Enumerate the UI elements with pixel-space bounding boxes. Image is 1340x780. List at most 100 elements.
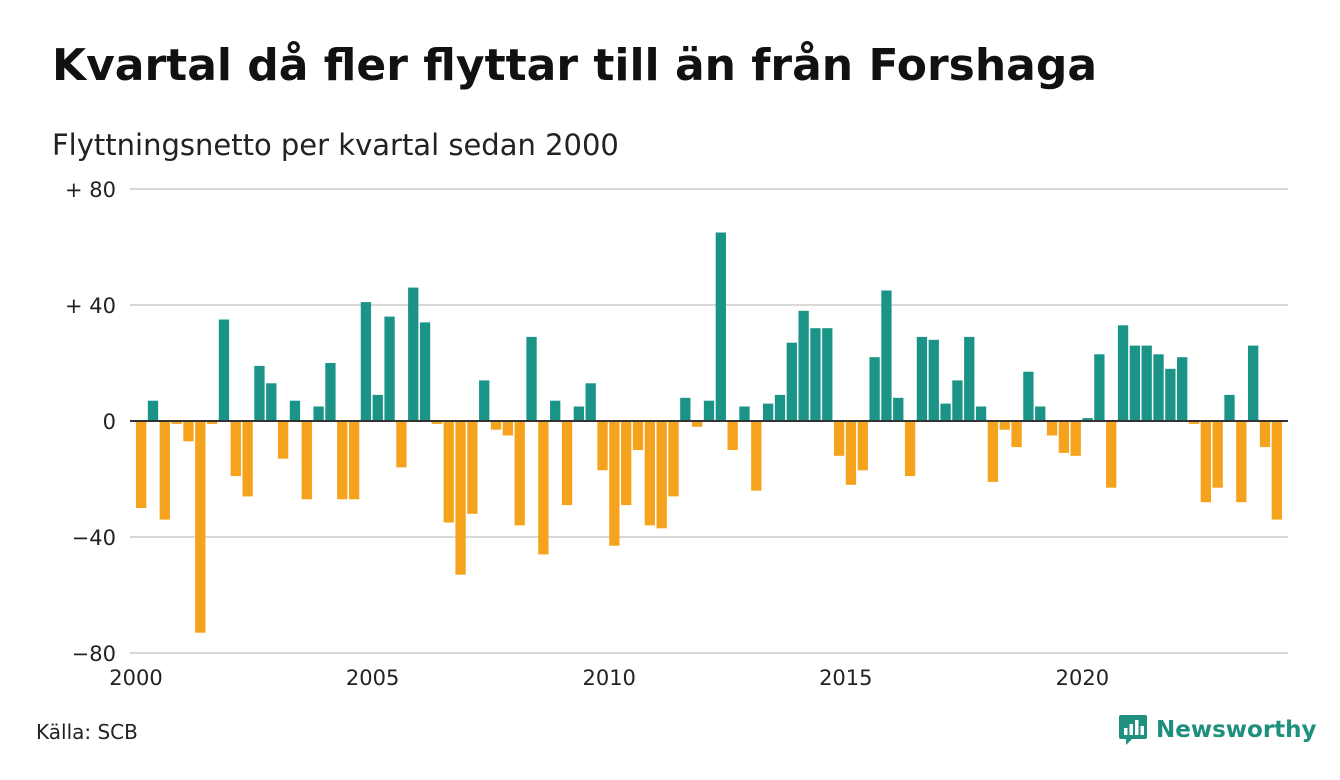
- bar: [490, 421, 502, 430]
- bar: [538, 421, 549, 555]
- bar: [1129, 345, 1141, 421]
- bar: [869, 357, 880, 421]
- bar: [337, 421, 348, 500]
- y-tick-label: −40: [72, 526, 116, 550]
- y-axis-labels: + 80 + 40 0 −40 −80: [65, 178, 116, 666]
- bar: [727, 421, 738, 450]
- bar: [632, 421, 644, 450]
- bar: [171, 421, 182, 424]
- x-tick-label: 2015: [819, 666, 872, 690]
- bar: [1141, 345, 1152, 421]
- bar: [703, 400, 715, 421]
- bar: [621, 421, 632, 506]
- bar: [1058, 421, 1070, 453]
- source-note: Källa: SCB: [36, 720, 138, 744]
- bar: [987, 421, 999, 482]
- bar: [798, 310, 809, 421]
- brand-logo[interactable]: Newsworthy: [1118, 714, 1317, 746]
- bar: [159, 421, 170, 520]
- bar: [467, 421, 478, 514]
- gridlines: [130, 188, 1288, 654]
- bar: [940, 403, 951, 421]
- bar: [526, 336, 537, 421]
- chart-title: Kvartal då fler flyttar till än från For…: [52, 40, 1098, 91]
- bar: [325, 363, 336, 421]
- bar: [195, 421, 206, 633]
- bar: [313, 406, 324, 421]
- newsworthy-logo-icon: [1119, 715, 1147, 745]
- bar: [762, 403, 774, 421]
- bar: [266, 383, 277, 421]
- bar: [952, 380, 963, 421]
- bar: [550, 400, 561, 421]
- bar: [1271, 421, 1282, 520]
- bar: [1023, 371, 1034, 421]
- bar: [1070, 421, 1081, 456]
- bar: [372, 394, 383, 421]
- bar: [668, 421, 679, 497]
- x-tick-label: 2005: [346, 666, 399, 690]
- bar: [656, 421, 667, 529]
- bar: [1153, 354, 1164, 421]
- bar: [833, 421, 845, 456]
- bar: [857, 421, 868, 471]
- bar: [1248, 345, 1259, 421]
- bar: [348, 421, 360, 500]
- bar: [1200, 421, 1211, 503]
- bar: [881, 290, 892, 421]
- bar: [1177, 357, 1188, 421]
- bar: [822, 328, 833, 421]
- bar: [845, 421, 857, 485]
- bar: [893, 397, 904, 421]
- y-tick-label: + 80: [65, 178, 116, 202]
- chart-subtitle: Flyttningsnetto per kvartal sedan 2000: [52, 128, 619, 162]
- bar: [928, 339, 939, 421]
- bar: [443, 421, 454, 523]
- bar: [301, 421, 312, 500]
- bar: [1236, 421, 1247, 503]
- bar: [1212, 421, 1223, 488]
- bar: [609, 421, 620, 546]
- bars: [136, 232, 1282, 633]
- bar: [916, 336, 928, 421]
- bar: [999, 421, 1010, 430]
- bar: [1011, 421, 1022, 448]
- bar: [1224, 394, 1235, 421]
- bar: [964, 336, 975, 421]
- bar: [1106, 421, 1117, 488]
- bar: [1094, 354, 1105, 421]
- bar: [597, 421, 608, 471]
- bar: [573, 406, 585, 421]
- bar: [1165, 368, 1176, 421]
- bar: [242, 421, 253, 497]
- bar: [1035, 406, 1046, 421]
- bar: [218, 319, 230, 421]
- bar: [585, 383, 596, 421]
- bar: [975, 406, 987, 421]
- bar: [739, 406, 750, 421]
- bar: [419, 322, 431, 421]
- bar: [680, 397, 691, 421]
- bar: [360, 302, 372, 421]
- y-tick-label: 0: [103, 410, 116, 434]
- bar: [1117, 325, 1129, 421]
- x-tick-label: 2020: [1056, 666, 1109, 690]
- bar-chart: + 80 + 40 0 −40 −80 2000 2005 2010 2015 2020: [65, 178, 1288, 690]
- bar: [384, 316, 395, 421]
- x-tick-label: 2000: [109, 666, 162, 690]
- bar: [810, 328, 821, 421]
- bar: [277, 421, 289, 459]
- bar: [561, 421, 573, 506]
- bar: [254, 365, 265, 421]
- bar: [183, 421, 194, 442]
- bar: [514, 421, 525, 526]
- bar: [289, 400, 301, 421]
- bar: [147, 400, 159, 421]
- bar: [230, 421, 241, 477]
- brand-name: Newsworthy: [1156, 717, 1317, 743]
- bar: [396, 421, 407, 468]
- bar: [1259, 421, 1271, 448]
- bar: [206, 421, 218, 424]
- bar: [774, 394, 786, 421]
- bar: [644, 421, 655, 526]
